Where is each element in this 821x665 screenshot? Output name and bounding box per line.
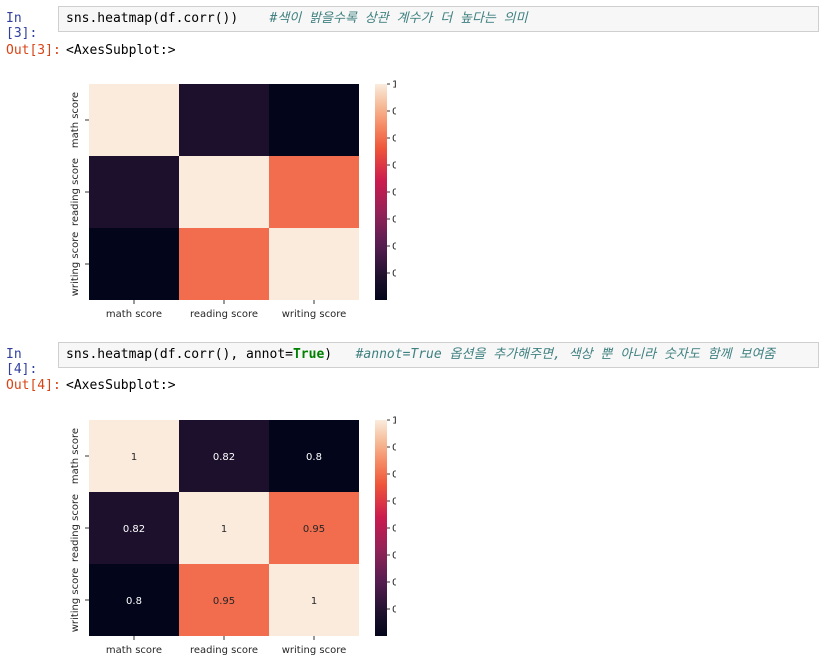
cell-annotation: 0.82 [213,452,235,463]
in-prompt-4: In [4]: [6,347,38,377]
colorbar-tick-label: 0.875 [392,215,396,226]
x-tick-label: reading score [190,309,258,320]
cell-annotation: 1 [221,524,227,535]
heatmap-cell [269,228,359,300]
x-tick-label: math score [106,309,162,320]
y-tick-label: writing score [70,568,81,633]
colorbar-tick-label: 0.850 [392,242,396,253]
output-text-3: <AxesSubplot:> [66,43,176,58]
colorbar-tick-label: 0.825 [392,269,396,280]
heatmap-cell [179,564,269,636]
heatmap-plot-1: math score reading score writing score math… [70,80,396,321]
colorbar-tick-label: 0.875 [392,551,396,562]
colorbar [375,84,387,300]
heatmap-cell [179,228,269,300]
colorbar-tick-label: 0.925 [392,161,396,172]
code-text: sns.heatmap(df.corr()) [66,11,239,26]
colorbar-tick-label: 1.000 [392,416,396,427]
colorbar-tick-label: 0.925 [392,497,396,508]
code-keyword-true: True [292,347,325,362]
y-tick-label: writing score [70,232,81,297]
colorbar-tick-label: 0.950 [392,134,396,145]
heatmap-cell [89,492,179,564]
out-prompt-3: Out[3]: [6,43,61,58]
code-text: sns.heatmap(df.corr(), annot= [66,347,293,362]
colorbar [375,420,387,636]
colorbar-tick-label: 0.950 [392,470,396,481]
code-cell-4[interactable]: sns.heatmap(df.corr(), annot=True) #anno… [58,342,819,368]
heatmap-cell [89,84,179,156]
cell-annotation: 0.95 [303,524,325,535]
heatmap-cell [269,564,359,636]
x-tick-label: writing score [282,309,347,320]
colorbar-tick-label: 0.825 [392,605,396,616]
output-text-4: <AxesSubplot:> [66,378,176,393]
cell-annotation: 0.8 [126,596,142,607]
code-comment: #색이 밝을수록 상관 계수가 더 높다는 의미 [269,11,528,26]
cell-annotation: 1 [131,452,137,463]
code-comment: #annot=True 옵션을 추가해주면, 색상 뿐 아니라 숫자도 함께 보… [355,347,776,362]
heatmap-cell [179,156,269,228]
heatmap-cell [179,492,269,564]
colorbar-tick-label: 0.850 [392,578,396,589]
code-cell-3[interactable]: sns.heatmap(df.corr()) #색이 밝을수록 상관 계수가 더… [58,6,819,32]
cell-annotation: 0.95 [213,596,235,607]
heatmap-cell [89,420,179,492]
heatmap-cell [269,420,359,492]
heatmap-cell [179,420,269,492]
colorbar-tick-label: 0.900 [392,524,396,535]
y-tick-label: math score [70,92,81,148]
heatmap-plot-2: 1 0.82 0.8 0.82 1 0.95 0.8 0.95 1 math score readi… [70,416,396,657]
y-tick-label: reading score [70,494,81,562]
colorbar-tick-label: 1.000 [392,80,396,91]
heatmap-cell [179,84,269,156]
y-tick-label: math score [70,428,81,484]
heatmap-cell [89,156,179,228]
x-tick-label: math score [106,645,162,656]
heatmap-cell [269,492,359,564]
colorbar-tick-label: 0.900 [392,188,396,199]
code-text-end: ) [324,347,333,362]
x-tick-label: writing score [282,645,347,656]
colorbar-tick-label: 0.975 [392,443,396,454]
y-tick-label: reading score [70,158,81,226]
in-prompt-3: In [3]: [6,11,38,41]
colorbar-tick-label: 0.975 [392,107,396,118]
cell-annotation: 1 [311,596,317,607]
x-tick-label: reading score [190,645,258,656]
heatmap-cell [269,84,359,156]
heatmap-cell [89,564,179,636]
cell-annotation: 0.8 [306,452,322,463]
cell-annotation: 0.82 [123,524,145,535]
heatmap-cell [269,156,359,228]
out-prompt-4: Out[4]: [6,378,61,393]
heatmap-cell [89,228,179,300]
